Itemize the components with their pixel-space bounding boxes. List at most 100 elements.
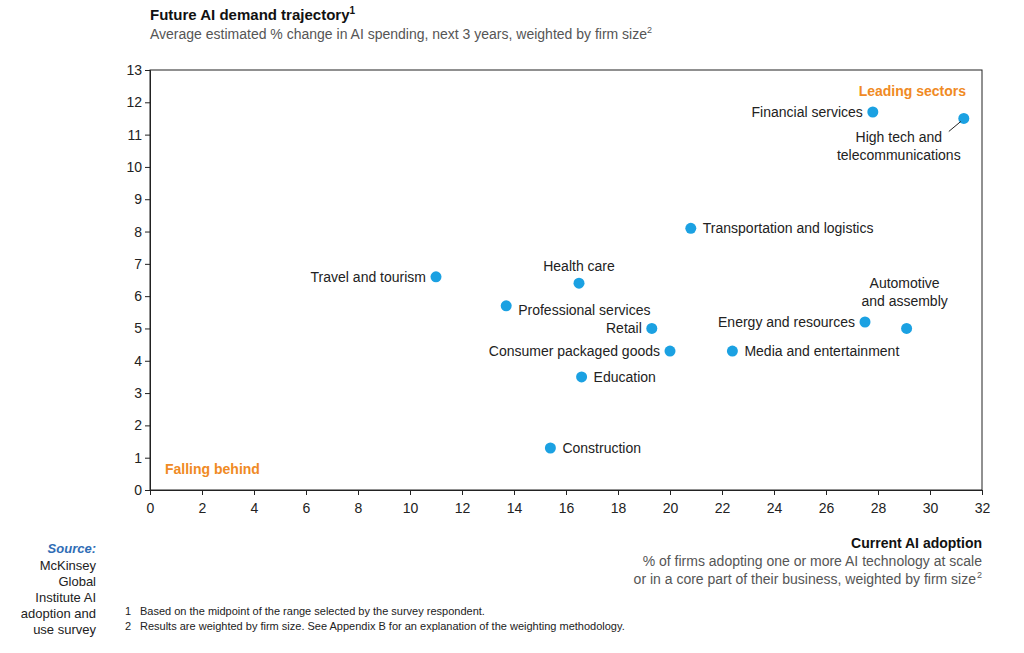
annotation: Leading sectors bbox=[859, 83, 967, 99]
tick-mark bbox=[145, 102, 150, 103]
tick-label: 3 bbox=[134, 385, 142, 401]
point-label-line: Health care bbox=[543, 258, 615, 274]
tick: 16 bbox=[559, 490, 575, 516]
tick: 12 bbox=[126, 94, 150, 110]
leader-line bbox=[949, 121, 961, 131]
tick-label: 10 bbox=[403, 500, 419, 516]
tick-mark bbox=[145, 135, 150, 136]
tick-label: 14 bbox=[507, 500, 523, 516]
tick-label: 2 bbox=[199, 500, 207, 516]
tick-label: 12 bbox=[126, 94, 142, 110]
tick-mark bbox=[878, 490, 879, 495]
tick-label: 13 bbox=[126, 62, 142, 78]
point-label-line: Professional services bbox=[518, 302, 650, 318]
tick: 8 bbox=[134, 224, 150, 240]
footnote-mark: 1 bbox=[349, 5, 355, 16]
tick: 14 bbox=[507, 490, 523, 516]
tick: 10 bbox=[403, 490, 419, 516]
y-axis: 012345678910111213 bbox=[126, 62, 150, 498]
tick-mark bbox=[826, 490, 827, 495]
tick-label: 30 bbox=[923, 500, 939, 516]
tick: 4 bbox=[251, 490, 259, 516]
point-label-line: Media and entertainment bbox=[744, 343, 899, 359]
point-label-line: Consumer packaged goods bbox=[489, 343, 660, 359]
point-label: Travel and tourism bbox=[311, 269, 426, 285]
tick-label: 6 bbox=[134, 288, 142, 304]
tick-label: 0 bbox=[134, 482, 142, 498]
subtitle: Average estimated % change in AI spendin… bbox=[150, 25, 652, 42]
point-label-line: High tech and bbox=[856, 129, 942, 145]
point-label-line: and assembly bbox=[861, 293, 947, 309]
footnote-mark: 2 bbox=[977, 570, 982, 580]
tick-mark bbox=[145, 393, 150, 394]
tick: 2 bbox=[134, 417, 150, 433]
point-label: High tech andtelecommunications bbox=[837, 129, 961, 163]
x-axis: 02468101214161820222426283032 bbox=[147, 490, 991, 516]
tick: 10 bbox=[126, 159, 150, 175]
point-label: Health care bbox=[543, 258, 615, 274]
point bbox=[574, 278, 585, 289]
footnote-text: Results are weighted by firm size. See A… bbox=[140, 620, 625, 632]
tick-label: 12 bbox=[455, 500, 471, 516]
tick-label: 32 bbox=[975, 500, 991, 516]
point bbox=[901, 323, 912, 334]
point-label-line: Education bbox=[594, 369, 656, 385]
point-label-line: Automotive bbox=[870, 275, 940, 291]
tick: 8 bbox=[355, 490, 363, 516]
tick-mark bbox=[145, 425, 150, 426]
tick-mark bbox=[145, 361, 150, 362]
source-label: Source: bbox=[48, 541, 96, 556]
tick: 3 bbox=[134, 385, 150, 401]
tick-label: 10 bbox=[126, 159, 142, 175]
tick-label: 8 bbox=[355, 500, 363, 516]
point-label: Education bbox=[594, 369, 656, 385]
tick: 18 bbox=[611, 490, 627, 516]
subtitle-text: Average estimated % change in AI spendin… bbox=[150, 26, 647, 42]
tick-mark bbox=[358, 490, 359, 495]
tick-mark bbox=[145, 328, 150, 329]
tick: 30 bbox=[923, 490, 939, 516]
tick-mark bbox=[145, 458, 150, 459]
tick-label: 2 bbox=[134, 417, 142, 433]
point-label: Consumer packaged goods bbox=[489, 343, 660, 359]
plot-frame bbox=[150, 70, 982, 490]
tick-mark bbox=[514, 490, 515, 495]
tick: 20 bbox=[663, 490, 679, 516]
tick: 4 bbox=[134, 353, 150, 369]
tick: 7 bbox=[134, 256, 150, 272]
point bbox=[685, 223, 696, 234]
footnote-number: 1 bbox=[125, 605, 131, 617]
title-text: Future AI demand trajectory bbox=[150, 6, 350, 23]
tick-mark bbox=[566, 490, 567, 495]
tick-mark bbox=[462, 490, 463, 495]
point-label: Media and entertainment bbox=[744, 343, 899, 359]
tick-mark bbox=[145, 70, 150, 71]
tick: 12 bbox=[455, 490, 471, 516]
point-label: Construction bbox=[562, 440, 641, 456]
point bbox=[646, 323, 657, 334]
tick: 6 bbox=[134, 288, 150, 304]
footnote-mark: 2 bbox=[647, 25, 652, 35]
point bbox=[665, 346, 676, 357]
tick: 2 bbox=[199, 490, 207, 516]
point bbox=[727, 346, 738, 357]
tick-mark bbox=[145, 199, 150, 200]
point-label-line: Transportation and logistics bbox=[703, 220, 874, 236]
x-axis-subtitle-text: or in a core part of their business, wei… bbox=[634, 571, 977, 587]
point-label: Professional services bbox=[518, 302, 650, 318]
tick: 32 bbox=[975, 490, 991, 516]
point bbox=[545, 443, 556, 454]
tick-label: 28 bbox=[871, 500, 887, 516]
tick: 24 bbox=[767, 490, 783, 516]
point bbox=[501, 300, 512, 311]
tick-label: 26 bbox=[819, 500, 835, 516]
title: Future AI demand trajectory1 bbox=[150, 5, 355, 23]
point-label: Transportation and logistics bbox=[703, 220, 874, 236]
source-text: Institute AI bbox=[35, 590, 96, 605]
point-label: Automotive and assembly bbox=[861, 275, 947, 309]
point bbox=[860, 317, 871, 328]
x-axis-subtitle-text: % of firms adopting one or more AI techn… bbox=[643, 553, 983, 569]
axis-line bbox=[151, 491, 983, 496]
point-label-line: Energy and resources bbox=[718, 314, 855, 330]
tick-mark bbox=[306, 490, 307, 495]
